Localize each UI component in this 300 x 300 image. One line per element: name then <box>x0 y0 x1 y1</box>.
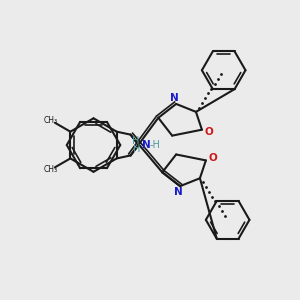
Text: H: H <box>132 136 139 146</box>
Text: -H: -H <box>149 140 160 150</box>
Text: CH₃: CH₃ <box>44 116 58 125</box>
Text: N: N <box>174 187 182 197</box>
Text: H: H <box>133 145 141 154</box>
Text: CH₃: CH₃ <box>44 165 58 174</box>
Text: O: O <box>208 153 217 164</box>
Text: O: O <box>205 127 213 137</box>
Text: N: N <box>142 140 151 150</box>
Text: N: N <box>170 93 178 103</box>
